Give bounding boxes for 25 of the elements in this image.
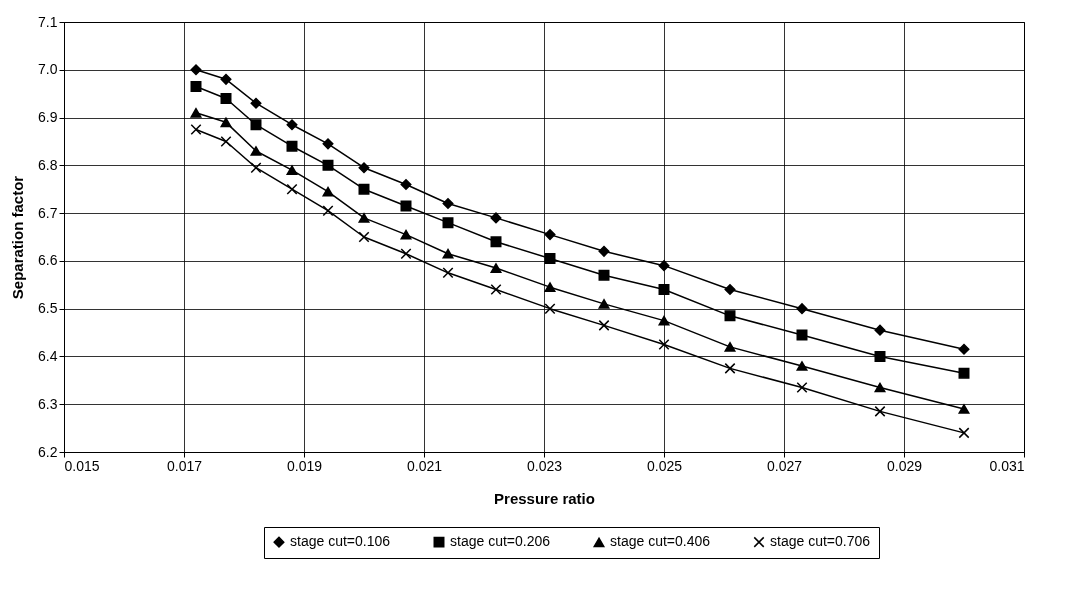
x-tick-label: 0.019 bbox=[286, 457, 323, 474]
x-tick-label: 0.031 bbox=[989, 457, 1025, 474]
y-tick-label: 7.0 bbox=[38, 61, 58, 78]
y-tick-label: 6.7 bbox=[38, 204, 58, 221]
legend-label: stage cut=0.206 bbox=[450, 533, 551, 550]
y-tick-label: 6.9 bbox=[38, 109, 58, 126]
x-tick-label: 0.025 bbox=[646, 457, 683, 474]
x-tick-label: 0.027 bbox=[766, 457, 803, 474]
x-tick-label: 0.021 bbox=[406, 457, 443, 474]
y-tick-label: 6.5 bbox=[38, 300, 58, 317]
x-tick-label: 0.015 bbox=[64, 457, 100, 474]
y-tick-label: 6.4 bbox=[38, 347, 58, 364]
x-axis-title: Pressure ratio bbox=[494, 489, 595, 507]
legend-label: stage cut=0.106 bbox=[290, 533, 391, 550]
y-tick-label: 6.2 bbox=[38, 443, 58, 460]
x-tick-label: 0.023 bbox=[526, 457, 563, 474]
x-tick-label: 0.029 bbox=[886, 457, 923, 474]
y-tick-label: 7.1 bbox=[38, 13, 58, 30]
legend-label: stage cut=0.706 bbox=[770, 533, 871, 550]
legend-label: stage cut=0.406 bbox=[610, 533, 711, 550]
y-tick-label: 6.8 bbox=[38, 156, 58, 173]
y-tick-label: 6.3 bbox=[38, 395, 58, 412]
y-axis-title: Separation factor bbox=[9, 175, 27, 300]
y-tick-label: 6.6 bbox=[38, 252, 58, 269]
x-tick-label: 0.017 bbox=[166, 457, 203, 474]
